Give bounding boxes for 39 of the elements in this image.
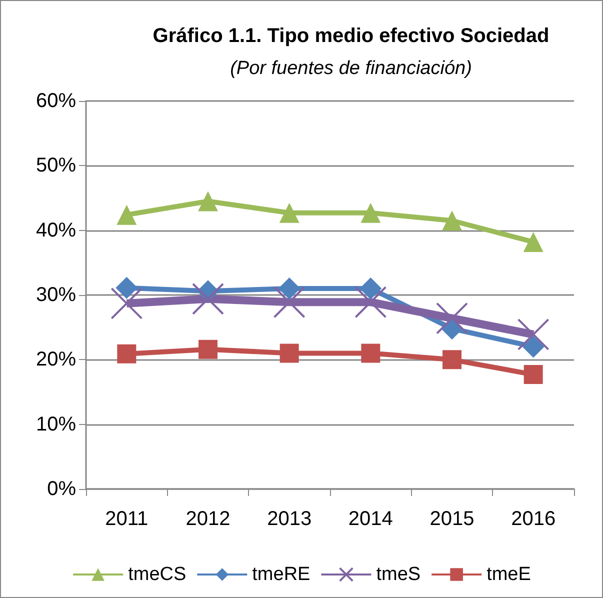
point: [110, 287, 143, 320]
x-tick-label: 2013: [267, 508, 312, 530]
point: [523, 232, 544, 252]
point: [360, 202, 381, 223]
y-tick-label: 50%: [36, 154, 76, 177]
point: [273, 286, 306, 318]
y-tick-label: 60%: [36, 90, 76, 112]
x-tick-label: 2014: [348, 508, 393, 530]
point: [198, 340, 218, 359]
point: [279, 202, 300, 223]
x-tick-label: 2015: [430, 508, 474, 530]
point: [361, 344, 380, 363]
x-tick-label: 2016: [511, 508, 556, 530]
y-tick-label: 10%: [36, 413, 76, 436]
x-tick-label: 2012: [186, 508, 230, 530]
point: [442, 350, 462, 370]
x-tick-label: 2011: [105, 508, 148, 530]
point: [116, 204, 137, 225]
legend-label: tmeRE: [252, 564, 310, 585]
point: [192, 282, 224, 315]
y-tick-label: 0%: [47, 478, 76, 500]
chart-title: Gráfico 1.1. Tipo medio efectivo Sociedad: [152, 25, 550, 47]
point: [354, 286, 387, 318]
chart-subtitle: (Por fuentes de financiación): [230, 58, 472, 79]
point: [280, 344, 299, 363]
point: [117, 344, 136, 364]
y-tick-label: 20%: [36, 348, 76, 371]
point: [436, 302, 468, 334]
point: [442, 210, 462, 231]
legend-label: tmeS: [376, 564, 421, 585]
point: [517, 318, 550, 350]
y-tick-label: 40%: [36, 219, 76, 242]
point: [198, 191, 218, 212]
y-tick-label: 30%: [36, 284, 76, 306]
legend-label: tmeE: [486, 564, 531, 585]
point: [116, 276, 138, 299]
legend-label: tmeCS: [128, 564, 186, 585]
point: [524, 365, 543, 384]
point: [522, 336, 544, 358]
